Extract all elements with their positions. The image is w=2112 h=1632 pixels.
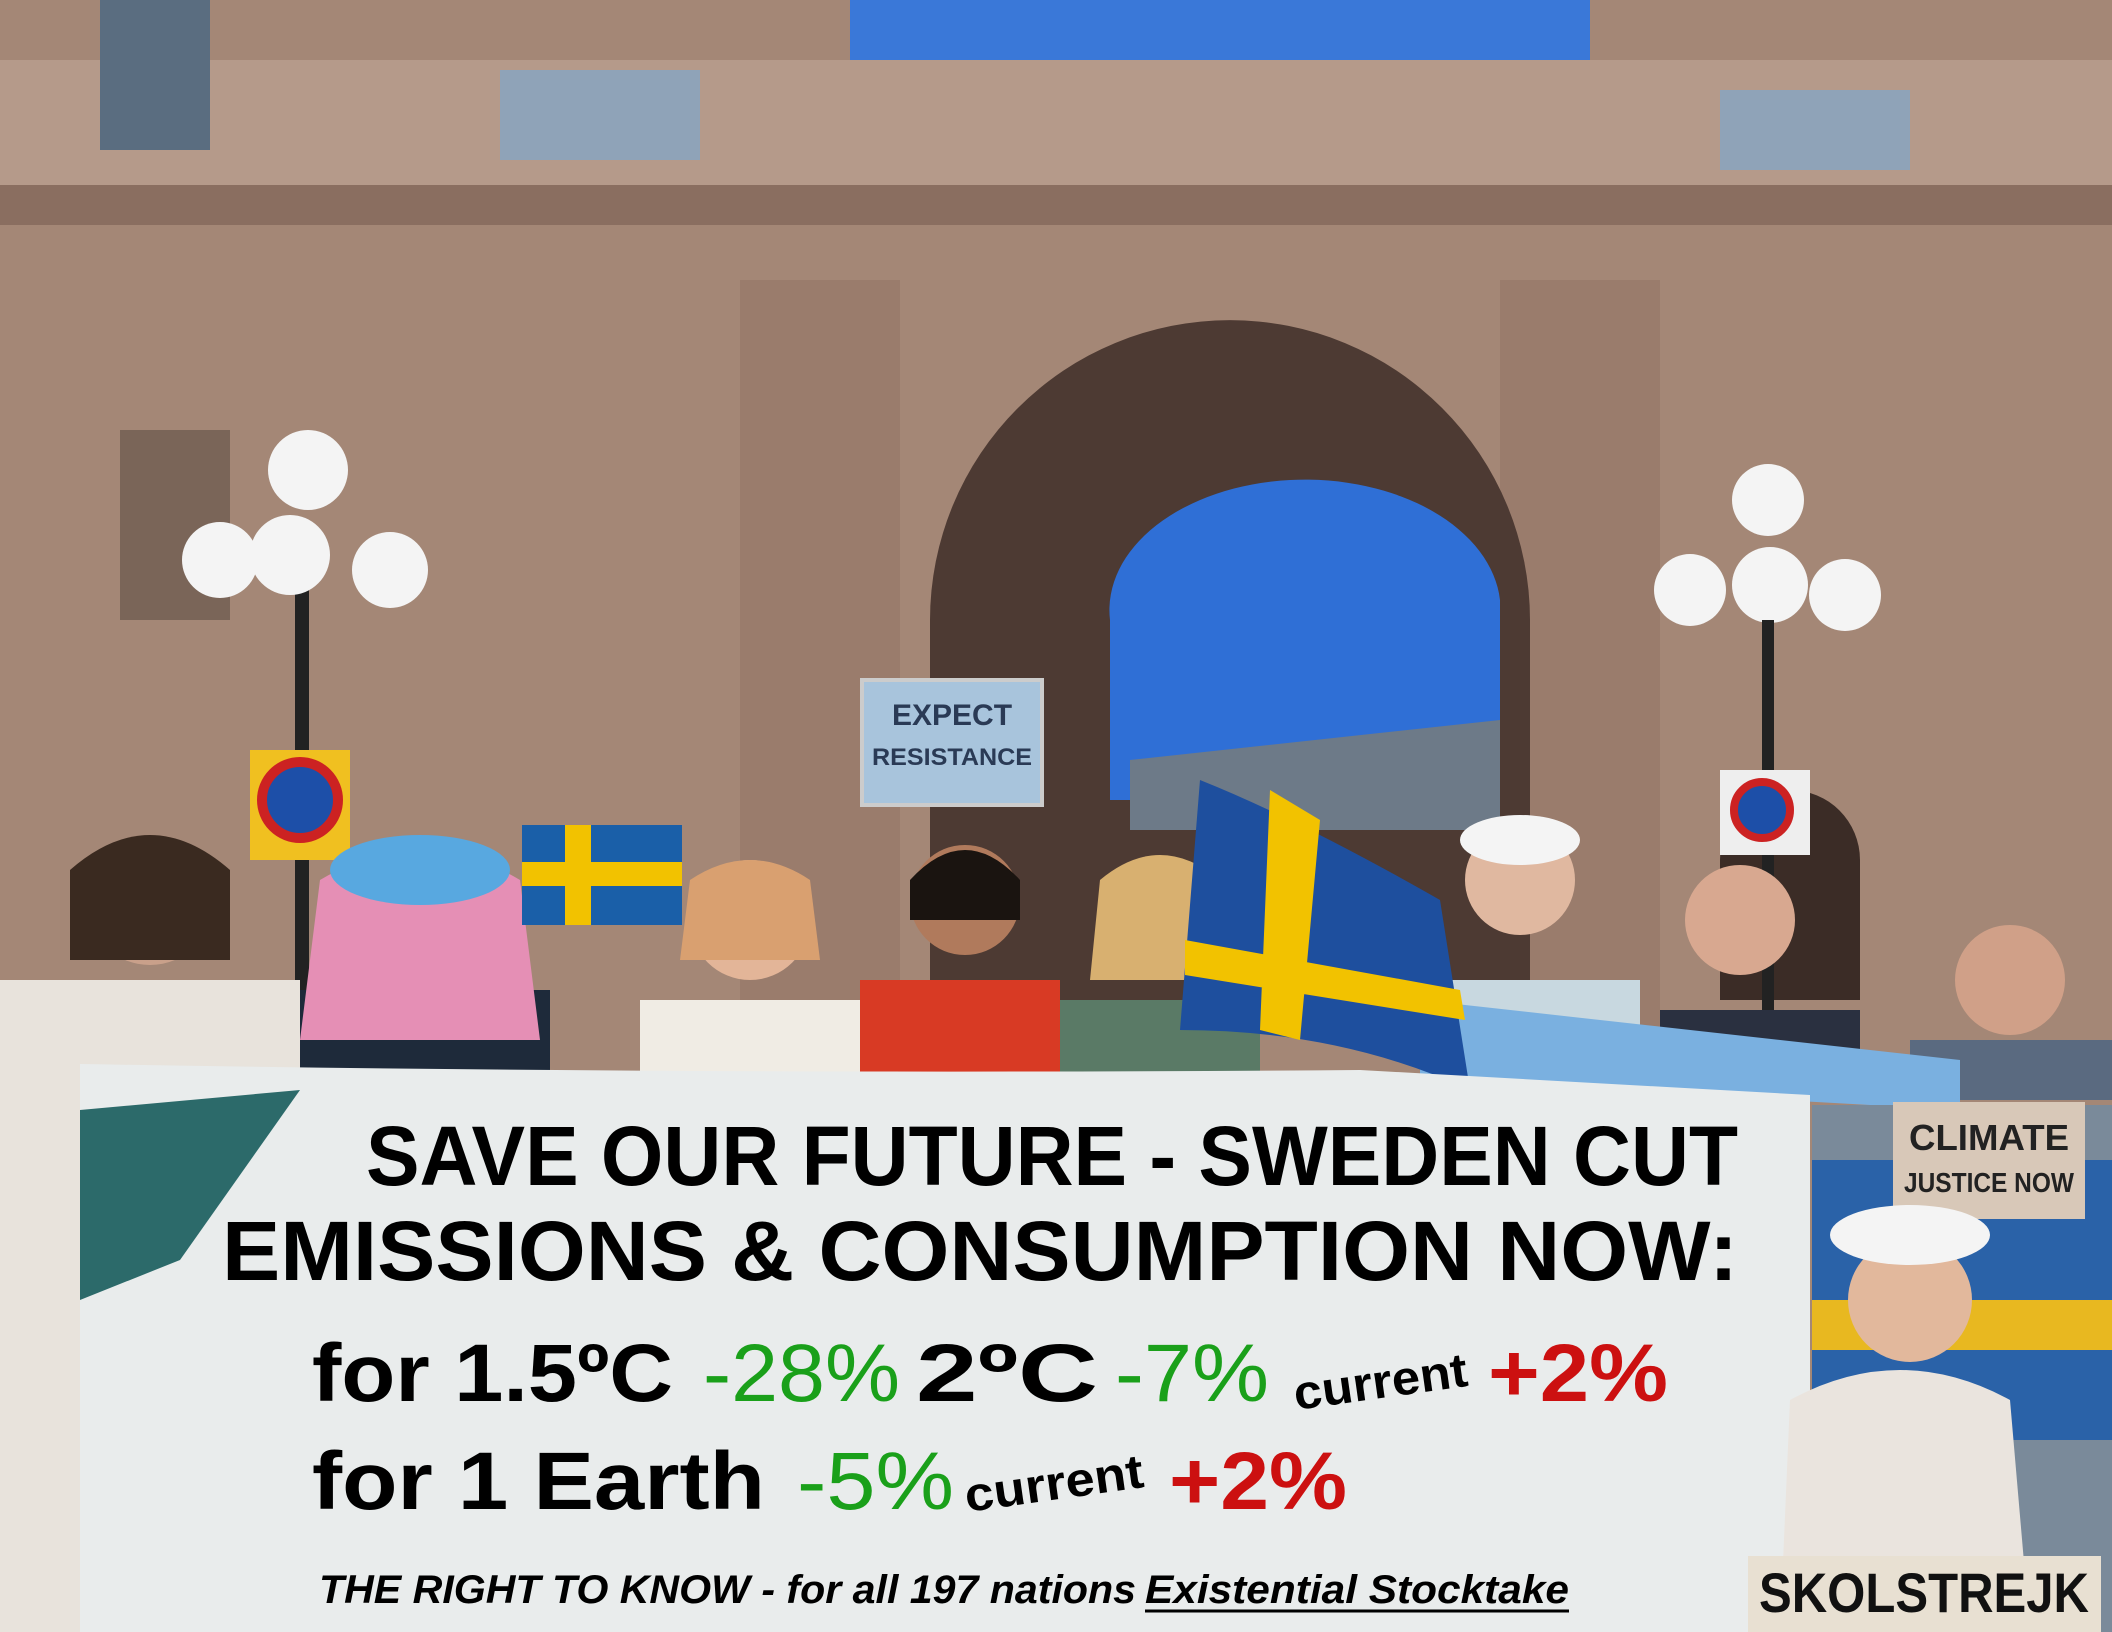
target-label: for 1 Earth bbox=[312, 1436, 765, 1527]
banner bbox=[80, 1064, 1810, 1632]
sign-text: SKOLSTREJK bbox=[1759, 1561, 2089, 1624]
target-value: -28% bbox=[703, 1328, 900, 1419]
sign-text: RESISTANCE bbox=[872, 744, 1032, 771]
arch-sky bbox=[1109, 479, 1500, 800]
target-label: for 1.5ºC bbox=[312, 1328, 673, 1419]
banner-fold bbox=[80, 1090, 300, 1300]
headline: SAVE OUR FUTURE - SWEDEN CUT bbox=[366, 1109, 1738, 1203]
balustrade bbox=[500, 70, 700, 160]
target-value: -7% bbox=[1115, 1328, 1269, 1419]
sign-text: JUSTICE NOW bbox=[1904, 1167, 2074, 1198]
sky bbox=[850, 0, 1590, 60]
sign bbox=[1893, 1102, 2085, 1219]
footer-link: Existential Stocktake bbox=[1145, 1568, 1569, 1612]
flag-cross bbox=[522, 862, 682, 886]
inset-face bbox=[1848, 1238, 1972, 1362]
footer-text: THE RIGHT TO KNOW - for all 197 nations bbox=[319, 1568, 1136, 1612]
lamp-globes bbox=[182, 430, 1881, 631]
target-value: -5% bbox=[797, 1436, 954, 1527]
balustrade bbox=[1720, 90, 1910, 170]
current-value: +2% bbox=[1169, 1436, 1347, 1527]
current-value: +2% bbox=[1488, 1328, 1668, 1419]
waving-flag bbox=[1180, 780, 1470, 1090]
parking-sign-disc bbox=[1730, 778, 1794, 842]
target-label: 2ºC bbox=[916, 1328, 1098, 1419]
sign-text: CLIMATE bbox=[1909, 1117, 2069, 1158]
sign bbox=[860, 678, 1044, 807]
sign-text: EXPECT bbox=[892, 699, 1012, 732]
parking-sign-disc bbox=[257, 757, 343, 843]
sign bbox=[1748, 1556, 2101, 1632]
window bbox=[100, 0, 210, 150]
cornice bbox=[0, 185, 2112, 225]
waving-flag-cross bbox=[1185, 790, 1465, 1040]
inset-cap bbox=[1830, 1205, 1990, 1265]
headline: EMISSIONS & CONSUMPTION NOW: bbox=[222, 1204, 1738, 1298]
